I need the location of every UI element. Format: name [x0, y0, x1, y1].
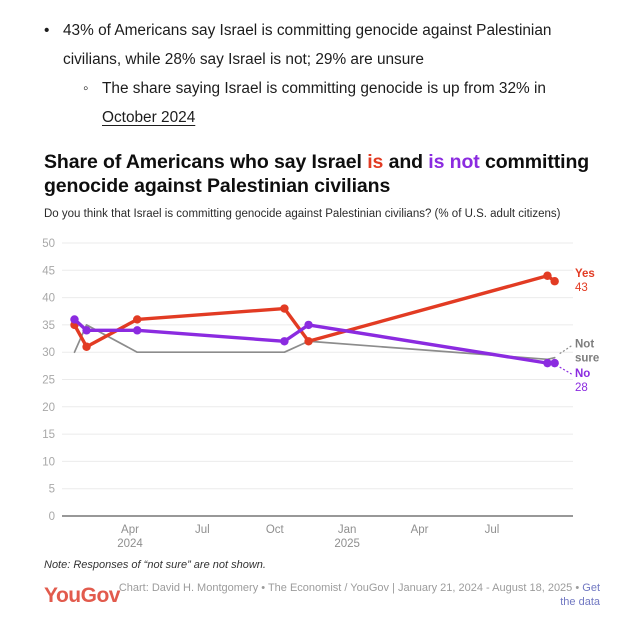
end-label-not-sure: Not sure	[559, 339, 599, 365]
y-tick-label: 10	[42, 456, 55, 468]
end-label-no: No 28	[559, 366, 590, 394]
caption-text: Chart: David H. Montgomery • The Economi…	[118, 582, 583, 594]
svg-text:43: 43	[575, 282, 588, 294]
y-tick-label: 35	[42, 320, 55, 332]
summary-bullets: • 43% of Americans say Israel is committ…	[44, 16, 600, 132]
y-tick-label: 45	[42, 265, 55, 277]
svg-text:No: No	[575, 368, 590, 380]
svg-text:Not: Not	[575, 339, 594, 351]
grid-lines: 0 5 10 15 20 25 30 35 40 45 50	[42, 238, 573, 523]
x-tick-year: 2024	[117, 538, 143, 550]
chart-headline: Share of Americans who say Israel is and…	[44, 150, 592, 198]
x-tick-label: Apr	[121, 524, 139, 536]
x-tick-label: Jul	[195, 524, 210, 536]
october-2024-link[interactable]: October 2024	[102, 109, 196, 126]
bullet-main-text: 43% of Americans say Israel is committin…	[63, 22, 552, 68]
y-tick-label: 20	[42, 402, 55, 414]
footnote: Note: Responses of “not sure” are not sh…	[44, 559, 266, 571]
x-tick-label: Jan	[338, 524, 357, 536]
y-tick-label: 50	[42, 238, 55, 250]
y-tick-label: 5	[49, 484, 55, 496]
series-yes	[70, 271, 559, 351]
bullet-item-sub: ◦ The share saying Israel is committing …	[44, 74, 600, 132]
x-axis-labels: Apr 2024 Jul Oct Jan 2025 Apr Jul	[117, 524, 499, 550]
headline-is-not: is not	[428, 151, 480, 173]
headline-and: and	[383, 151, 429, 173]
sub-bullet-icon: ◦	[83, 80, 89, 97]
x-tick-label: Jul	[485, 524, 500, 536]
svg-text:28: 28	[575, 382, 588, 394]
y-tick-label: 25	[42, 375, 55, 387]
get-the-data-link[interactable]: Get the data	[560, 582, 600, 608]
source-caption: Chart: David H. Montgomery • The Economi…	[112, 581, 600, 609]
svg-text:sure: sure	[575, 353, 599, 365]
bullet-item-main: • 43% of Americans say Israel is committ…	[44, 16, 600, 74]
bullet-icon: •	[44, 22, 50, 39]
bullet-sub-text: The share saying Israel is committing ge…	[102, 74, 574, 132]
headline-part2: committing genocide against Palestinian …	[44, 151, 590, 197]
y-tick-label: 0	[49, 511, 55, 523]
yougov-logo: YouGov	[44, 584, 120, 607]
x-tick-label: Oct	[266, 524, 285, 536]
x-tick-year: 2025	[334, 538, 360, 550]
svg-text:Yes: Yes	[575, 268, 595, 280]
y-tick-label: 40	[42, 293, 55, 305]
x-tick-label: Apr	[411, 524, 429, 536]
series-no	[70, 315, 559, 368]
y-tick-label: 30	[42, 347, 55, 359]
headline-part1: Share of Americans who say Israel	[44, 151, 368, 173]
chart-subtitle: Do you think that Israel is committing g…	[44, 208, 561, 220]
bullet-sub-prefix: The share saying Israel is committing ge…	[102, 80, 546, 97]
end-label-yes: Yes 43	[575, 268, 595, 294]
y-tick-label: 15	[42, 429, 55, 441]
headline-is: is	[367, 151, 384, 173]
